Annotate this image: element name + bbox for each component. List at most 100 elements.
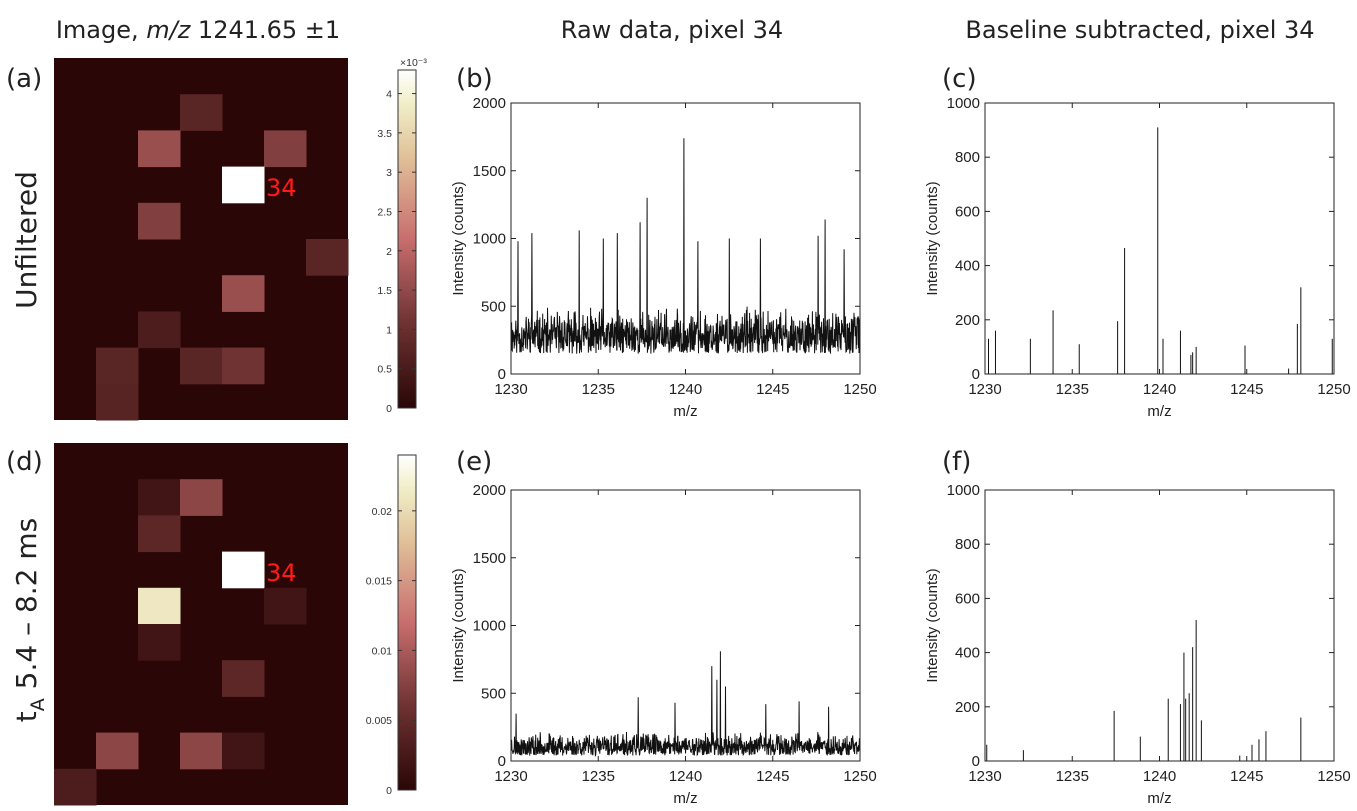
row-label-filtered: tA 5.4 – 8.2 ms (10, 518, 49, 723)
y-tick-label: 2000 (473, 482, 506, 499)
x-tick-label: 1250 (843, 381, 876, 398)
title-raw: Raw data, pixel 34 (561, 16, 783, 44)
y-tick-label: 400 (955, 258, 980, 275)
heatmap-cell (138, 624, 181, 661)
spectrum-line (510, 138, 861, 354)
heatmap-cell (180, 479, 223, 516)
x-tick-label: 1245 (756, 381, 789, 398)
plot-frame (984, 102, 1335, 375)
heatmap-cell (222, 660, 265, 697)
panel-label-c: (c) (942, 64, 977, 94)
colorbar-tick-label: 2 (386, 246, 392, 258)
heatmap-cell (306, 239, 349, 276)
y-tick-label: 400 (955, 645, 980, 662)
x-tick-label: 1245 (1230, 768, 1263, 785)
colorbar-tick-label: 1.5 (377, 285, 392, 297)
x-tick-label: 1245 (756, 768, 789, 785)
plot-frame (510, 489, 861, 762)
x-axis-label: m/z (673, 790, 697, 807)
x-axis-label: m/z (1147, 790, 1171, 807)
x-tick-label: 1240 (1143, 381, 1176, 398)
y-tick-label: 500 (481, 685, 506, 702)
spectrum-line (510, 651, 861, 757)
colorbar-tick-label: 0.02 (372, 506, 393, 518)
x-tick-label: 1250 (1317, 768, 1350, 785)
y-tick-label: 800 (955, 149, 980, 166)
x-tick-label: 1230 (968, 768, 1001, 785)
heatmap-cell (180, 347, 223, 385)
panel-label-b: (b) (456, 64, 493, 94)
heatmap-cell (138, 202, 181, 240)
colorbar-tick-label: 2.5 (377, 206, 392, 218)
spectrum-panel-b: 1230 1235 1240 1245 1250 0 500 1000 1500 2000 m/z I… (450, 95, 877, 420)
y-tick-label: 200 (955, 699, 980, 716)
x-tick-label: 1230 (494, 381, 527, 398)
y-axis-label: Intensity (counts) (924, 568, 941, 682)
heatmap-cell (96, 347, 139, 385)
heatmap-cell (54, 768, 97, 806)
panel-label-d: (d) (6, 447, 43, 477)
pixel-annotation: 34 (266, 174, 297, 202)
x-tick-label: 1240 (669, 768, 702, 785)
heatmap-cell (138, 515, 181, 553)
heatmap-cell (264, 587, 307, 625)
y-tick-label: 600 (955, 203, 980, 220)
colorbar-tick-label: 3.5 (377, 128, 392, 140)
x-tick-label: 1230 (494, 768, 527, 785)
heatmap-cell (180, 732, 223, 770)
x-axis-label: m/z (673, 403, 697, 420)
heatmap-cell (138, 587, 181, 625)
heatmap-cell (222, 347, 265, 385)
colorbar-tick-label: 0.015 (366, 576, 392, 588)
y-axis-label: Intensity (counts) (924, 181, 941, 295)
colorbar-tick-label: 4 (386, 89, 392, 101)
heatmap-cell (96, 383, 139, 421)
heatmap-cell (96, 732, 139, 770)
y-tick-label: 0 (498, 366, 506, 383)
y-tick-label: 1500 (473, 163, 506, 180)
y-tick-label: 1000 (473, 618, 506, 635)
colorbar-tick-label: 0.01 (372, 645, 393, 657)
x-tick-label: 1230 (968, 381, 1001, 398)
x-tick-label: 1235 (582, 381, 615, 398)
y-tick-label: 0 (972, 366, 980, 383)
colorbar-tick-label: 0.5 (377, 364, 392, 376)
colorbar (397, 454, 417, 791)
colorbar-tick-label: 0 (386, 785, 392, 797)
y-tick-label: 0 (498, 753, 506, 770)
y-tick-label: 1000 (947, 95, 980, 112)
x-tick-label: 1240 (669, 381, 702, 398)
colorbar-tick-label: 0 (386, 403, 392, 415)
colorbar (397, 69, 417, 409)
spectrum-panel-e: 1230 1235 1240 1245 1250 0 500 1000 1500 2000 m/z I… (450, 482, 877, 807)
x-tick-label: 1250 (843, 768, 876, 785)
heatmap-panel-a: 34 0 0.5 1 1.5 2 2.5 3 3.5 4 ×10⁻³ (54, 57, 427, 421)
heatmap-panel-d: 34 0 0.005 0.01 0.015 0.02 (54, 443, 417, 806)
plot-frame (984, 489, 1335, 762)
spectrum-panel-f: 1230 1235 1240 1245 1250 0 200 400 600 800 1000 m/z… (924, 482, 1351, 807)
panel-label-f: (f) (942, 447, 971, 477)
heatmap-cell (138, 479, 181, 516)
y-tick-label: 1000 (473, 231, 506, 248)
x-tick-label: 1245 (1230, 381, 1263, 398)
title-images: Image, m/z 1241.65 ±1 (56, 16, 340, 44)
y-tick-label: 500 (481, 298, 506, 315)
colorbar-tick-label: 0.005 (366, 715, 392, 727)
heatmap-cell (222, 551, 265, 589)
colorbar-tick-label: 1 (386, 324, 392, 336)
x-tick-label: 1235 (1056, 381, 1089, 398)
heatmap-cell (222, 275, 265, 312)
x-tick-label: 1235 (582, 768, 615, 785)
panel-label-e: (e) (456, 447, 492, 477)
heatmap-cell (222, 166, 265, 204)
y-tick-label: 1500 (473, 550, 506, 567)
heatmap-cell (138, 311, 181, 349)
y-tick-label: 600 (955, 590, 980, 607)
y-tick-label: 1000 (947, 482, 980, 499)
row-label-unfiltered: Unfiltered (10, 171, 43, 309)
y-tick-label: 800 (955, 536, 980, 553)
y-axis-label: Intensity (counts) (450, 181, 467, 295)
title-baseline: Baseline subtracted, pixel 34 (965, 16, 1314, 44)
y-axis-label: Intensity (counts) (450, 568, 467, 682)
spectrum-panel-c: 1230 1235 1240 1245 1250 0 200 400 600 800 1000 m/z… (924, 95, 1351, 420)
